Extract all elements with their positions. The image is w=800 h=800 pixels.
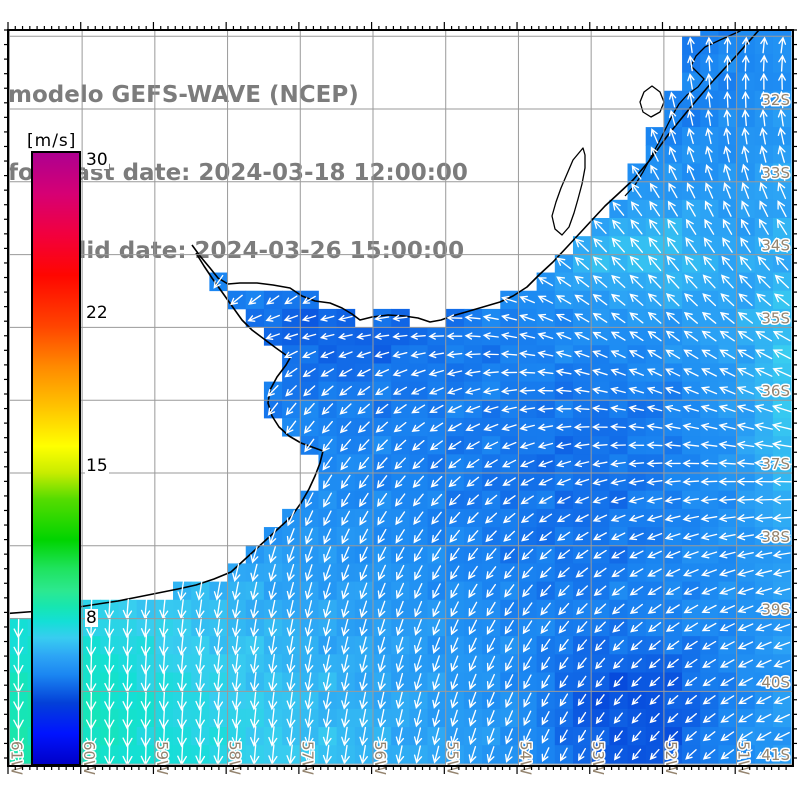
laguna-merin [551, 147, 586, 236]
ocean-field [8, 30, 792, 766]
lat-label: 38S [761, 528, 790, 546]
graticule [8, 30, 793, 766]
colorbar [31, 151, 81, 766]
map-border-ticks [4, 22, 797, 774]
lat-label: 39S [761, 601, 790, 619]
lagoa-dos-patos-shore [624, 30, 744, 197]
lat-label: 40S [761, 673, 790, 691]
coastline-north [191, 30, 761, 323]
lat-label: 36S [761, 382, 790, 400]
axis-labels: 61W 60W 59W 58W 57W 56W 55W 54W 53W 52W 51W32S33S3… [6, 90, 792, 777]
lat-label: 34S [761, 237, 790, 255]
model-title: modelo GEFS-WAVE (NCEP) [8, 82, 359, 108]
lat-label: 32S [761, 91, 790, 109]
lat-label: 37S [761, 455, 790, 473]
colorbar-gradient [33, 153, 79, 764]
coastline-south [8, 252, 324, 615]
lat-label: 35S [761, 309, 790, 327]
lat-label: 33S [761, 164, 790, 182]
small-lagoon [639, 85, 665, 118]
lat-label: 41S [761, 746, 790, 764]
